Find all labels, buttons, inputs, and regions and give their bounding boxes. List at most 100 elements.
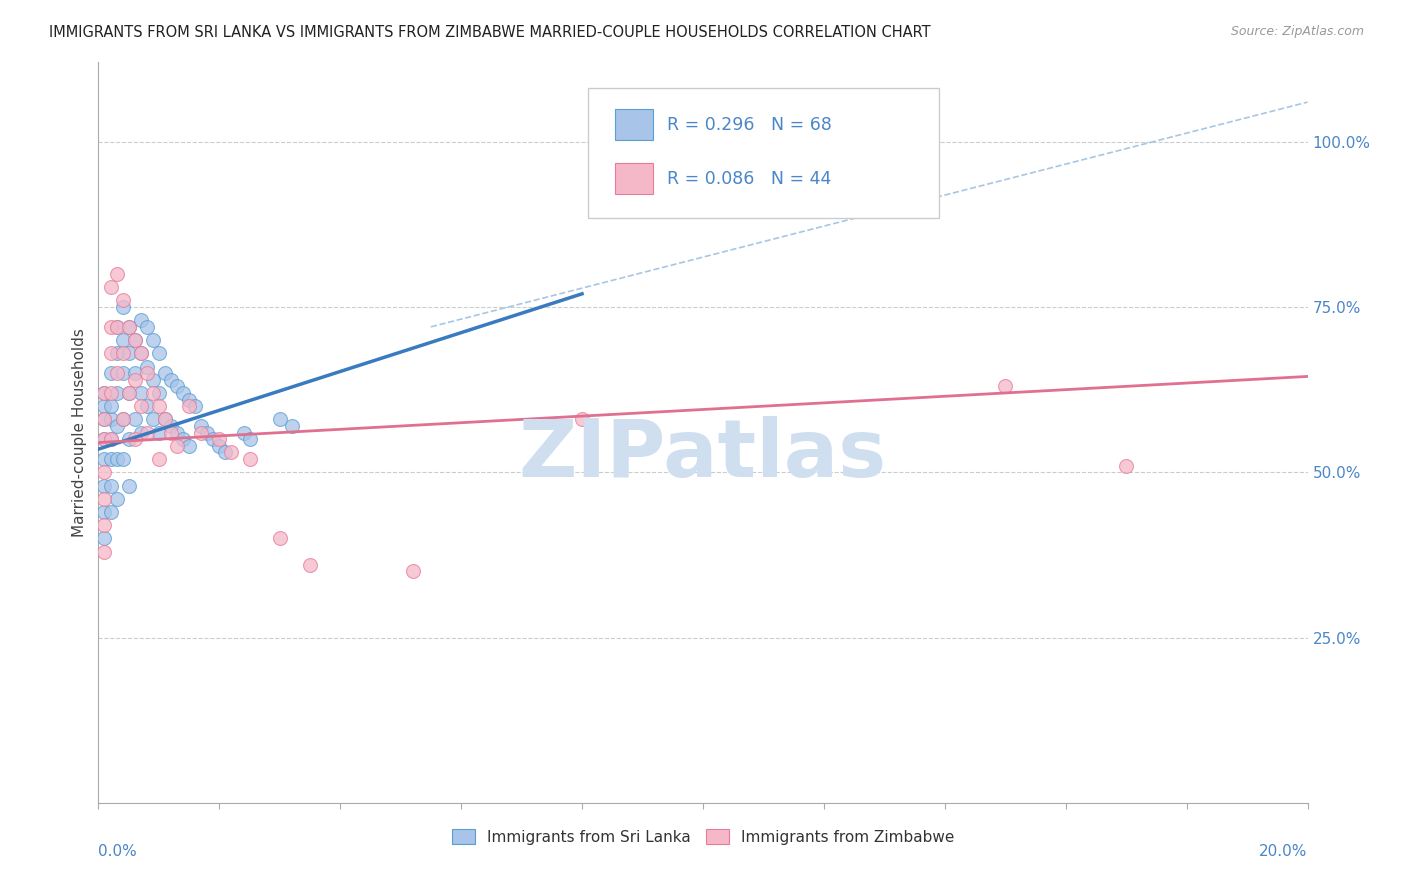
Point [299,558,322,572]
Point [124,333,146,347]
Point [100,319,122,334]
Point [571,412,593,426]
Point [129,346,152,360]
FancyBboxPatch shape [588,88,939,218]
Point [111,293,134,308]
Point [93,412,115,426]
Point [142,373,165,387]
Point [153,412,176,426]
Point [124,366,146,380]
Point [124,373,146,387]
Bar [614,163,654,194]
Point [100,478,122,492]
Point [111,333,134,347]
Point [105,319,128,334]
Point [100,399,122,413]
Point [221,445,243,459]
Point [124,333,146,347]
Point [1115,458,1137,473]
Point [281,419,304,434]
Point [160,373,183,387]
Text: R = 0.086   N = 44: R = 0.086 N = 44 [666,169,831,187]
Point [118,319,141,334]
Point [105,386,128,401]
Point [93,399,115,413]
Point [148,399,170,413]
Point [100,386,122,401]
Point [111,346,134,360]
Point [142,386,165,401]
Point [160,419,183,434]
Point [93,386,115,401]
Point [111,412,134,426]
Point [118,386,141,401]
Text: ZIPatlas: ZIPatlas [519,416,887,494]
Point [129,425,152,440]
Point [135,366,157,380]
Point [93,465,115,479]
Point [111,412,134,426]
Point [202,432,225,446]
Point [148,452,170,467]
Point [153,366,176,380]
Point [166,379,188,393]
Point [129,399,152,413]
Point [111,366,134,380]
Point [179,399,201,413]
Point [142,412,165,426]
Point [239,432,262,446]
Point [100,432,122,446]
Point [105,319,128,334]
Point [111,300,134,314]
Point [100,452,122,467]
Point [179,392,201,407]
Point [93,432,115,446]
Point [93,505,115,519]
Point [142,333,165,347]
Point [124,432,146,446]
Point [105,419,128,434]
Point [93,478,115,492]
Point [100,280,122,294]
Point [105,452,128,467]
Legend: Immigrants from Sri Lanka, Immigrants from Zimbabwe: Immigrants from Sri Lanka, Immigrants fr… [446,822,960,851]
Point [179,439,201,453]
Point [129,313,152,327]
Point [135,425,157,440]
Point [190,419,212,434]
Point [100,412,122,426]
Point [93,518,115,533]
Point [93,532,115,546]
Point [208,432,231,446]
Point [105,346,128,360]
Point [135,359,157,374]
Point [135,319,157,334]
Text: Source: ZipAtlas.com: Source: ZipAtlas.com [1230,25,1364,38]
Point [172,386,194,401]
Point [166,439,188,453]
Point [93,386,115,401]
Point [148,346,170,360]
Point [239,452,262,467]
Point [994,379,1017,393]
Point [93,412,115,426]
Point [100,432,122,446]
Point [166,425,188,440]
Text: 20.0%: 20.0% [1260,844,1308,858]
Point [105,267,128,281]
Point [172,432,194,446]
Point [135,399,157,413]
Point [402,565,425,579]
Point [118,478,141,492]
Text: R = 0.296   N = 68: R = 0.296 N = 68 [666,116,831,134]
Point [111,452,134,467]
Text: 0.0%: 0.0% [98,844,138,858]
Point [100,346,122,360]
Point [118,346,141,360]
Point [118,386,141,401]
Point [105,491,128,506]
Point [232,425,254,440]
Y-axis label: Married-couple Households: Married-couple Households [72,328,87,537]
Point [93,452,115,467]
Point [160,425,183,440]
